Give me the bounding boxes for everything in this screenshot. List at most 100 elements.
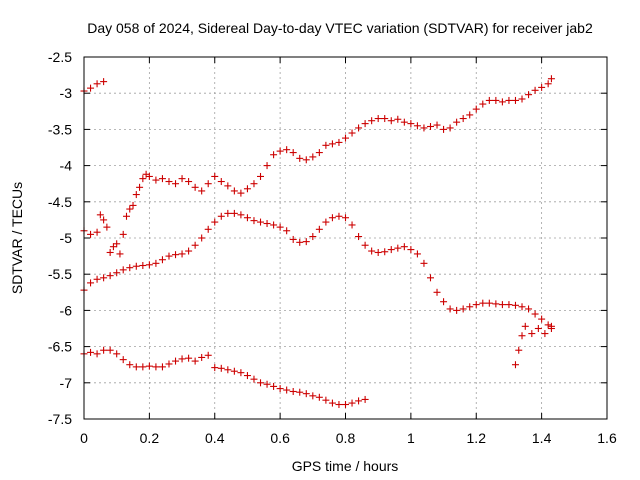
data-point [374,248,382,256]
data-point [283,146,291,154]
data-point [178,250,186,258]
data-point [289,235,297,243]
chart-title: Day 058 of 2024, Sidereal Day-to-day VTE… [87,20,593,36]
data-point [361,395,369,403]
data-point [243,372,251,380]
data-point [165,360,173,368]
data-point [122,212,130,220]
data-point [217,212,225,220]
data-point [172,251,180,259]
data-point [368,117,376,125]
x-tick-label: 0 [80,430,88,446]
x-tick-label: 0.8 [336,430,356,446]
data-point [531,310,539,318]
data-point [381,248,389,256]
data-point [368,247,376,255]
data-point [413,250,421,258]
data-point [547,75,555,83]
data-point [315,393,323,401]
grid-lines [84,57,607,419]
data-point [103,223,111,231]
y-tick-label: -7 [60,375,73,391]
data-point [322,396,330,404]
data-point [453,306,461,314]
data-point [152,259,160,267]
data-point [335,212,343,220]
data-point [472,301,480,309]
y-axis-tick-labels: -7.5 -7 -6.5 -6 -5.5 -5 -4.5 -4 -3.5 -3 -2.5 [48,49,72,427]
data-point [211,364,219,372]
data-point [100,346,108,354]
data-point [361,120,369,128]
data-point [505,301,513,309]
data-point [485,96,493,104]
data-point [257,218,265,226]
data-point [328,214,336,222]
y-tick-label: -7.5 [48,411,72,427]
y-tick-label: -5 [60,230,73,246]
y-tick-label: -6.5 [48,339,72,355]
data-point [394,115,402,123]
data-point [322,218,330,226]
data-points [80,75,555,409]
data-point [257,379,265,387]
data-point [459,115,467,123]
data-point [531,86,539,94]
data-point [342,134,349,142]
data-point [230,187,238,195]
data-point [106,346,114,354]
data-point [492,96,500,104]
data-point [348,221,356,229]
data-point [152,176,160,184]
data-point [479,299,487,307]
y-tick-label: -3.5 [48,121,72,137]
data-point [309,233,317,241]
data-point [158,256,166,264]
data-point [158,363,166,371]
data-point [224,182,232,190]
data-point [534,325,542,332]
data-point [342,401,349,409]
data-point [198,353,206,361]
data-point [243,185,251,193]
data-point [348,129,356,137]
data-point [113,240,121,248]
data-point [198,234,206,242]
data-point [355,397,363,405]
data-point [191,183,199,191]
data-point [165,178,173,186]
data-point [518,95,526,103]
data-point [498,98,506,106]
y-axis-label: SDTVAR / TECUs [9,182,25,294]
data-point [472,105,480,113]
data-point [315,225,323,233]
data-point [276,147,284,155]
data-point [270,382,278,390]
data-point [158,175,166,183]
data-point [237,211,245,219]
data-point [302,390,310,398]
data-point [420,124,428,132]
data-point [113,269,121,277]
data-point [541,330,549,338]
data-point [100,216,108,224]
x-tick-label: 0.6 [270,430,290,446]
data-point [420,259,428,267]
data-point [440,125,448,133]
x-tick-label: 1.4 [532,430,552,446]
data-point [263,162,271,170]
data-point [106,248,114,256]
data-point [87,348,95,356]
x-axis-label: GPS time / hours [292,458,399,474]
data-point [178,175,186,183]
x-tick-label: 1.6 [597,430,617,446]
data-point [446,305,454,313]
data-point [525,305,533,313]
data-point [165,252,173,260]
data-point [302,238,310,246]
data-point [289,387,297,395]
data-point [528,330,536,338]
data-point [505,96,513,104]
data-point [185,354,193,362]
data-point [96,211,104,219]
